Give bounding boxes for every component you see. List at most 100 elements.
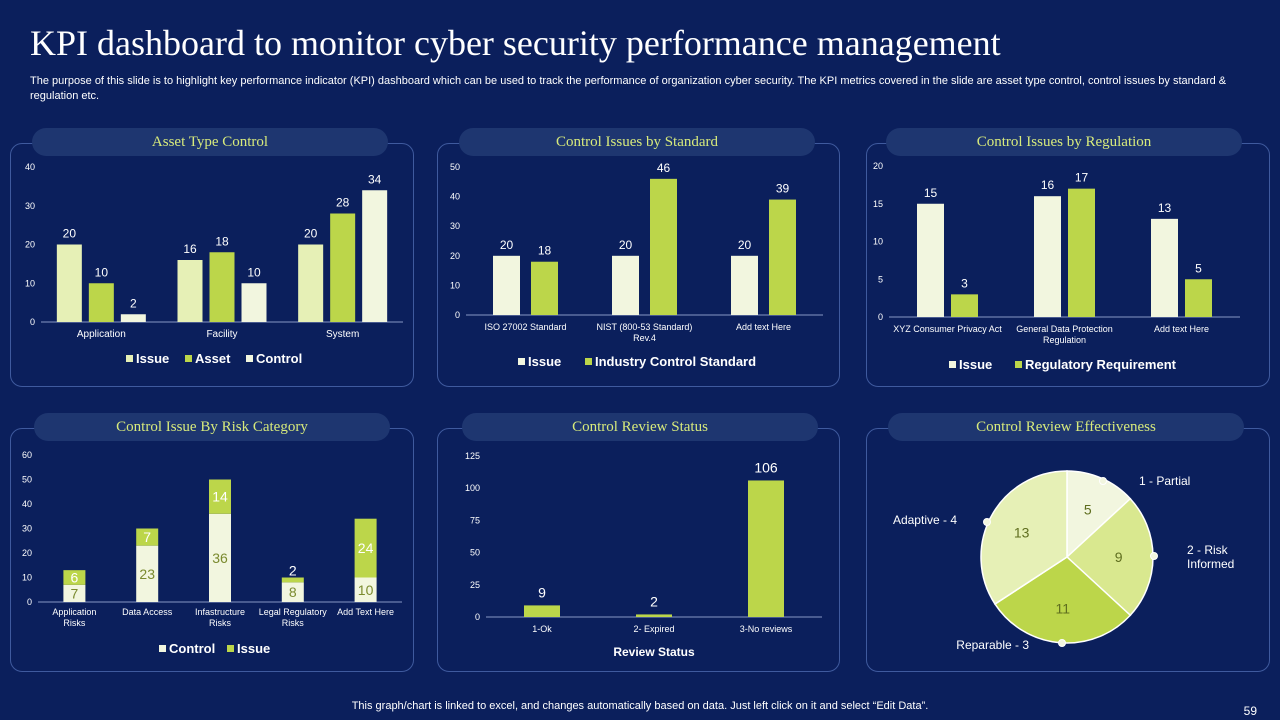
bar-industry-control-standard-2: [769, 199, 796, 315]
page-title: KPI dashboard to monitor cyber security …: [30, 23, 1001, 63]
bar-industry-control-standard-1: [650, 178, 677, 315]
data-label-0-3: 8: [289, 584, 297, 600]
y-tick-label-1: 10: [25, 278, 35, 288]
panel-control-issues-by-regulation: 0 5 10 15 20 15 3 XYZ Consumer Privacy Act 16 17 G…: [866, 143, 1270, 387]
data-label-0-0: 20: [63, 227, 77, 241]
x-axis-title: Review Status: [613, 645, 695, 659]
y-tick-label-4: 100: [465, 483, 480, 493]
pie-leader-dot-3: [983, 518, 991, 526]
x-tick-label-4: Add Text Here: [337, 607, 394, 617]
pie-value-2: 11: [1055, 600, 1070, 616]
y-tick-label-2: 20: [22, 548, 32, 558]
bar-issue-0: [63, 570, 86, 585]
bar-asset-1: [209, 252, 235, 322]
bar-issue-0: [56, 244, 82, 322]
bar-control-2: [362, 190, 388, 322]
y-tick-label-5: 125: [465, 451, 480, 461]
x-tick-label-2: System: [326, 329, 359, 340]
bar-regulatory-requirement-0: [951, 294, 978, 317]
x-tick-label-0: XYZ Consumer Privacy Act: [893, 324, 1002, 334]
data-label-1-2: 39: [776, 182, 790, 196]
x-tick-label-0: Application: [77, 329, 126, 340]
panel-control-review-effectiveness: 5 1 - Partial 9 2 - Risk Informed 11 Reparable…: [866, 428, 1270, 672]
legend-label-1: Industry Control Standard: [595, 354, 756, 369]
control-issues-by-regulation-chart[interactable]: 0 5 10 15 20 15 3 XYZ Consumer Privacy Act 16 17 G…: [867, 144, 1269, 386]
y-tick-label-5: 50: [450, 162, 460, 172]
x-tick-label-1: 2- Expired: [633, 624, 674, 634]
x-tick-label-0: ISO 27002 Standard: [484, 322, 566, 332]
legend-swatch-1: [585, 358, 592, 365]
bar-issue-1: [612, 255, 639, 315]
bar-asset-2: [330, 213, 356, 322]
bar-regulatory-requirement-1: [1068, 188, 1095, 317]
data-label-0-2: 13: [1158, 201, 1172, 215]
panel-control-issue-by-risk-category: 0 10 20 30 40 50 60 7 6 Application Risks 23 7 Data A…: [10, 428, 414, 672]
y-tick-label-1: 5: [878, 274, 883, 284]
pie-label-0: 1 - Partial: [1139, 474, 1190, 488]
control-review-effectiveness-title: Control Review Effectiveness: [888, 413, 1244, 441]
legend-label-0: Issue: [959, 357, 992, 372]
y-tick-label-2: 20: [450, 251, 460, 261]
bar-issue-1: [1034, 196, 1061, 317]
legend-label-1: Regulatory Requirement: [1025, 357, 1177, 372]
legend-label-1: Issue: [237, 641, 270, 656]
bar-issue-0: [917, 203, 944, 317]
bar-regulatory-requirement-2: [1185, 279, 1212, 317]
y-tick-label-5: 50: [22, 475, 32, 485]
y-tick-label-2: 50: [470, 548, 480, 558]
y-tick-label-1: 25: [470, 580, 480, 590]
bar-control-0: [63, 584, 86, 602]
data-label-0-1: 16: [183, 242, 197, 256]
data-label-0-2: 20: [304, 227, 318, 241]
legend-swatch-0: [126, 355, 133, 362]
control-issue-by-risk-category-title: Control Issue By Risk Category: [34, 413, 390, 441]
y-tick-label-1: 10: [450, 280, 460, 290]
bar-issue-1: [177, 260, 203, 322]
y-tick-label-4: 40: [450, 192, 460, 202]
data-label-1-3: 2: [289, 563, 297, 579]
bar-issue-2: [209, 479, 231, 514]
control-issues-by-standard-title: Control Issues by Standard: [459, 128, 815, 156]
bar-issue-3: [281, 577, 304, 583]
legend-swatch-2: [246, 355, 253, 362]
data-label-0-0: 15: [924, 186, 938, 200]
bar-2: [748, 480, 784, 617]
bar-issue-2: [731, 255, 758, 315]
y-tick-label-2: 10: [873, 237, 883, 247]
legend-swatch-0: [518, 358, 525, 365]
data-label-1-0: 6: [71, 570, 79, 586]
bar-0: [524, 605, 560, 617]
pie-label-1: 2 - Risk: [1187, 543, 1229, 557]
y-tick-label-4: 40: [25, 162, 35, 172]
bar-control-2: [209, 513, 231, 602]
bar-1: [636, 614, 672, 617]
y-tick-label-1: 10: [22, 573, 32, 583]
data-label-1-2: 5: [1195, 261, 1202, 275]
y-tick-label-3: 30: [450, 221, 460, 231]
y-tick-label-0: 0: [475, 612, 480, 622]
y-tick-label-0: 0: [878, 312, 883, 322]
asset-type-control-title: Asset Type Control: [32, 128, 388, 156]
bar-control-1: [136, 545, 159, 602]
legend-label-1: Asset: [195, 351, 231, 366]
data-label-0: 9: [538, 584, 546, 600]
data-label-0-4: 10: [358, 582, 374, 598]
control-issues-by-standard-chart[interactable]: 0 10 20 30 40 50 20 18 ISO 27002 Standard 20 46 NIS…: [438, 144, 839, 386]
data-label-0-1: 23: [139, 566, 155, 582]
data-label-1-4: 24: [358, 540, 374, 556]
data-label-2-2: 34: [368, 172, 382, 186]
data-label-2: 106: [754, 459, 778, 475]
pie-leader-dot-1: [1150, 552, 1158, 560]
data-label-1-0: 10: [95, 265, 109, 279]
data-label-1-0: 18: [538, 244, 552, 258]
bar-issue-2: [1151, 218, 1178, 317]
data-label-1-1: 17: [1075, 171, 1089, 185]
pie-label-3: Adaptive - 4: [893, 513, 957, 527]
legend-swatch-0: [949, 361, 956, 368]
footer-note: This graph/chart is linked to excel, and…: [351, 700, 929, 712]
control-review-status-chart[interactable]: 0 25 50 75 100 125 9 1-Ok 2 2- Expired 106 3-No rev…: [438, 429, 839, 671]
asset-type-control-chart[interactable]: 0 10 20 30 40 20 10 2 Application 16 18 10 Facility 2…: [11, 144, 413, 386]
y-tick-label-3: 75: [470, 515, 480, 525]
